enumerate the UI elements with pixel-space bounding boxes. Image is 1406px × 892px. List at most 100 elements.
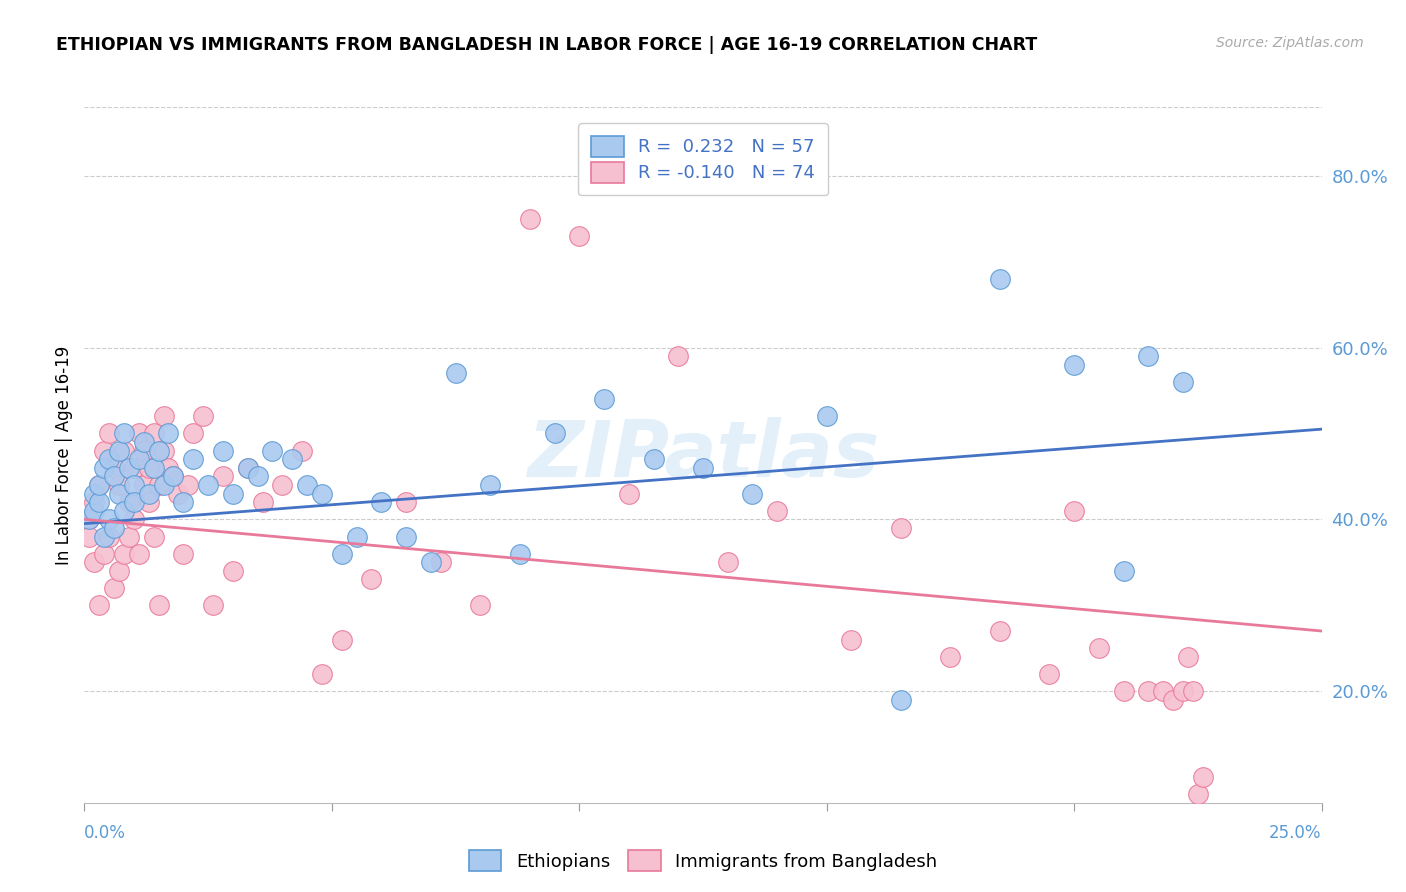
Point bbox=[172, 495, 194, 509]
Point bbox=[152, 443, 174, 458]
Point bbox=[1112, 564, 1135, 578]
Legend: Ethiopians, Immigrants from Bangladesh: Ethiopians, Immigrants from Bangladesh bbox=[461, 843, 945, 879]
Point bbox=[815, 409, 838, 424]
Point bbox=[988, 272, 1011, 286]
Point bbox=[93, 529, 115, 543]
Point bbox=[741, 486, 763, 500]
Point bbox=[83, 555, 105, 569]
Point bbox=[118, 495, 141, 509]
Point bbox=[98, 426, 121, 441]
Point bbox=[162, 469, 184, 483]
Text: 0.0%: 0.0% bbox=[84, 824, 127, 842]
Point bbox=[1063, 358, 1085, 372]
Point bbox=[429, 555, 451, 569]
Point bbox=[122, 512, 145, 526]
Y-axis label: In Labor Force | Age 16-19: In Labor Force | Age 16-19 bbox=[55, 345, 73, 565]
Point bbox=[138, 460, 160, 475]
Legend: R =  0.232   N = 57, R = -0.140   N = 74: R = 0.232 N = 57, R = -0.140 N = 74 bbox=[578, 123, 828, 195]
Point bbox=[167, 486, 190, 500]
Point bbox=[142, 426, 165, 441]
Point bbox=[181, 426, 204, 441]
Point bbox=[1192, 770, 1215, 784]
Point bbox=[103, 460, 125, 475]
Point bbox=[330, 632, 353, 647]
Point bbox=[89, 478, 111, 492]
Point bbox=[152, 478, 174, 492]
Point bbox=[1137, 684, 1160, 698]
Point bbox=[1152, 684, 1174, 698]
Point bbox=[89, 495, 111, 509]
Point bbox=[252, 495, 274, 509]
Point bbox=[643, 452, 665, 467]
Point bbox=[79, 512, 101, 526]
Point bbox=[83, 504, 105, 518]
Point bbox=[519, 211, 541, 226]
Point bbox=[181, 452, 204, 467]
Point bbox=[103, 581, 125, 595]
Point bbox=[118, 529, 141, 543]
Point bbox=[152, 409, 174, 424]
Point bbox=[79, 529, 101, 543]
Point bbox=[122, 495, 145, 509]
Point bbox=[132, 443, 155, 458]
Point bbox=[128, 452, 150, 467]
Point bbox=[988, 624, 1011, 638]
Point bbox=[202, 599, 225, 613]
Point bbox=[666, 349, 689, 363]
Point bbox=[593, 392, 616, 406]
Point bbox=[419, 555, 441, 569]
Point bbox=[79, 512, 101, 526]
Point bbox=[112, 504, 135, 518]
Point bbox=[939, 649, 962, 664]
Point bbox=[236, 460, 259, 475]
Point bbox=[108, 443, 131, 458]
Point bbox=[311, 486, 333, 500]
Point bbox=[311, 667, 333, 681]
Point bbox=[1063, 504, 1085, 518]
Point bbox=[128, 547, 150, 561]
Point bbox=[98, 529, 121, 543]
Point bbox=[83, 495, 105, 509]
Point bbox=[212, 469, 235, 483]
Point bbox=[330, 547, 353, 561]
Point bbox=[93, 443, 115, 458]
Point bbox=[132, 478, 155, 492]
Point bbox=[1038, 667, 1060, 681]
Point bbox=[191, 409, 214, 424]
Point bbox=[346, 529, 368, 543]
Point bbox=[568, 228, 591, 243]
Point bbox=[841, 632, 863, 647]
Point bbox=[395, 529, 418, 543]
Point bbox=[122, 478, 145, 492]
Point bbox=[222, 486, 245, 500]
Point bbox=[1181, 684, 1204, 698]
Point bbox=[444, 367, 467, 381]
Point bbox=[148, 443, 170, 458]
Point bbox=[118, 460, 141, 475]
Point bbox=[122, 460, 145, 475]
Point bbox=[1171, 375, 1194, 389]
Point bbox=[692, 460, 714, 475]
Point bbox=[103, 521, 125, 535]
Point bbox=[162, 469, 184, 483]
Point bbox=[112, 547, 135, 561]
Point bbox=[890, 521, 912, 535]
Point bbox=[479, 478, 502, 492]
Point bbox=[1187, 787, 1209, 801]
Point bbox=[766, 504, 789, 518]
Point bbox=[246, 469, 269, 483]
Point bbox=[89, 599, 111, 613]
Point bbox=[93, 460, 115, 475]
Point bbox=[112, 443, 135, 458]
Point bbox=[890, 692, 912, 706]
Point bbox=[98, 512, 121, 526]
Point bbox=[103, 469, 125, 483]
Point bbox=[295, 478, 318, 492]
Text: 25.0%: 25.0% bbox=[1270, 824, 1322, 842]
Text: ZIPatlas: ZIPatlas bbox=[527, 417, 879, 493]
Point bbox=[108, 478, 131, 492]
Point bbox=[1088, 641, 1111, 656]
Point bbox=[1161, 692, 1184, 706]
Point bbox=[177, 478, 200, 492]
Point bbox=[138, 486, 160, 500]
